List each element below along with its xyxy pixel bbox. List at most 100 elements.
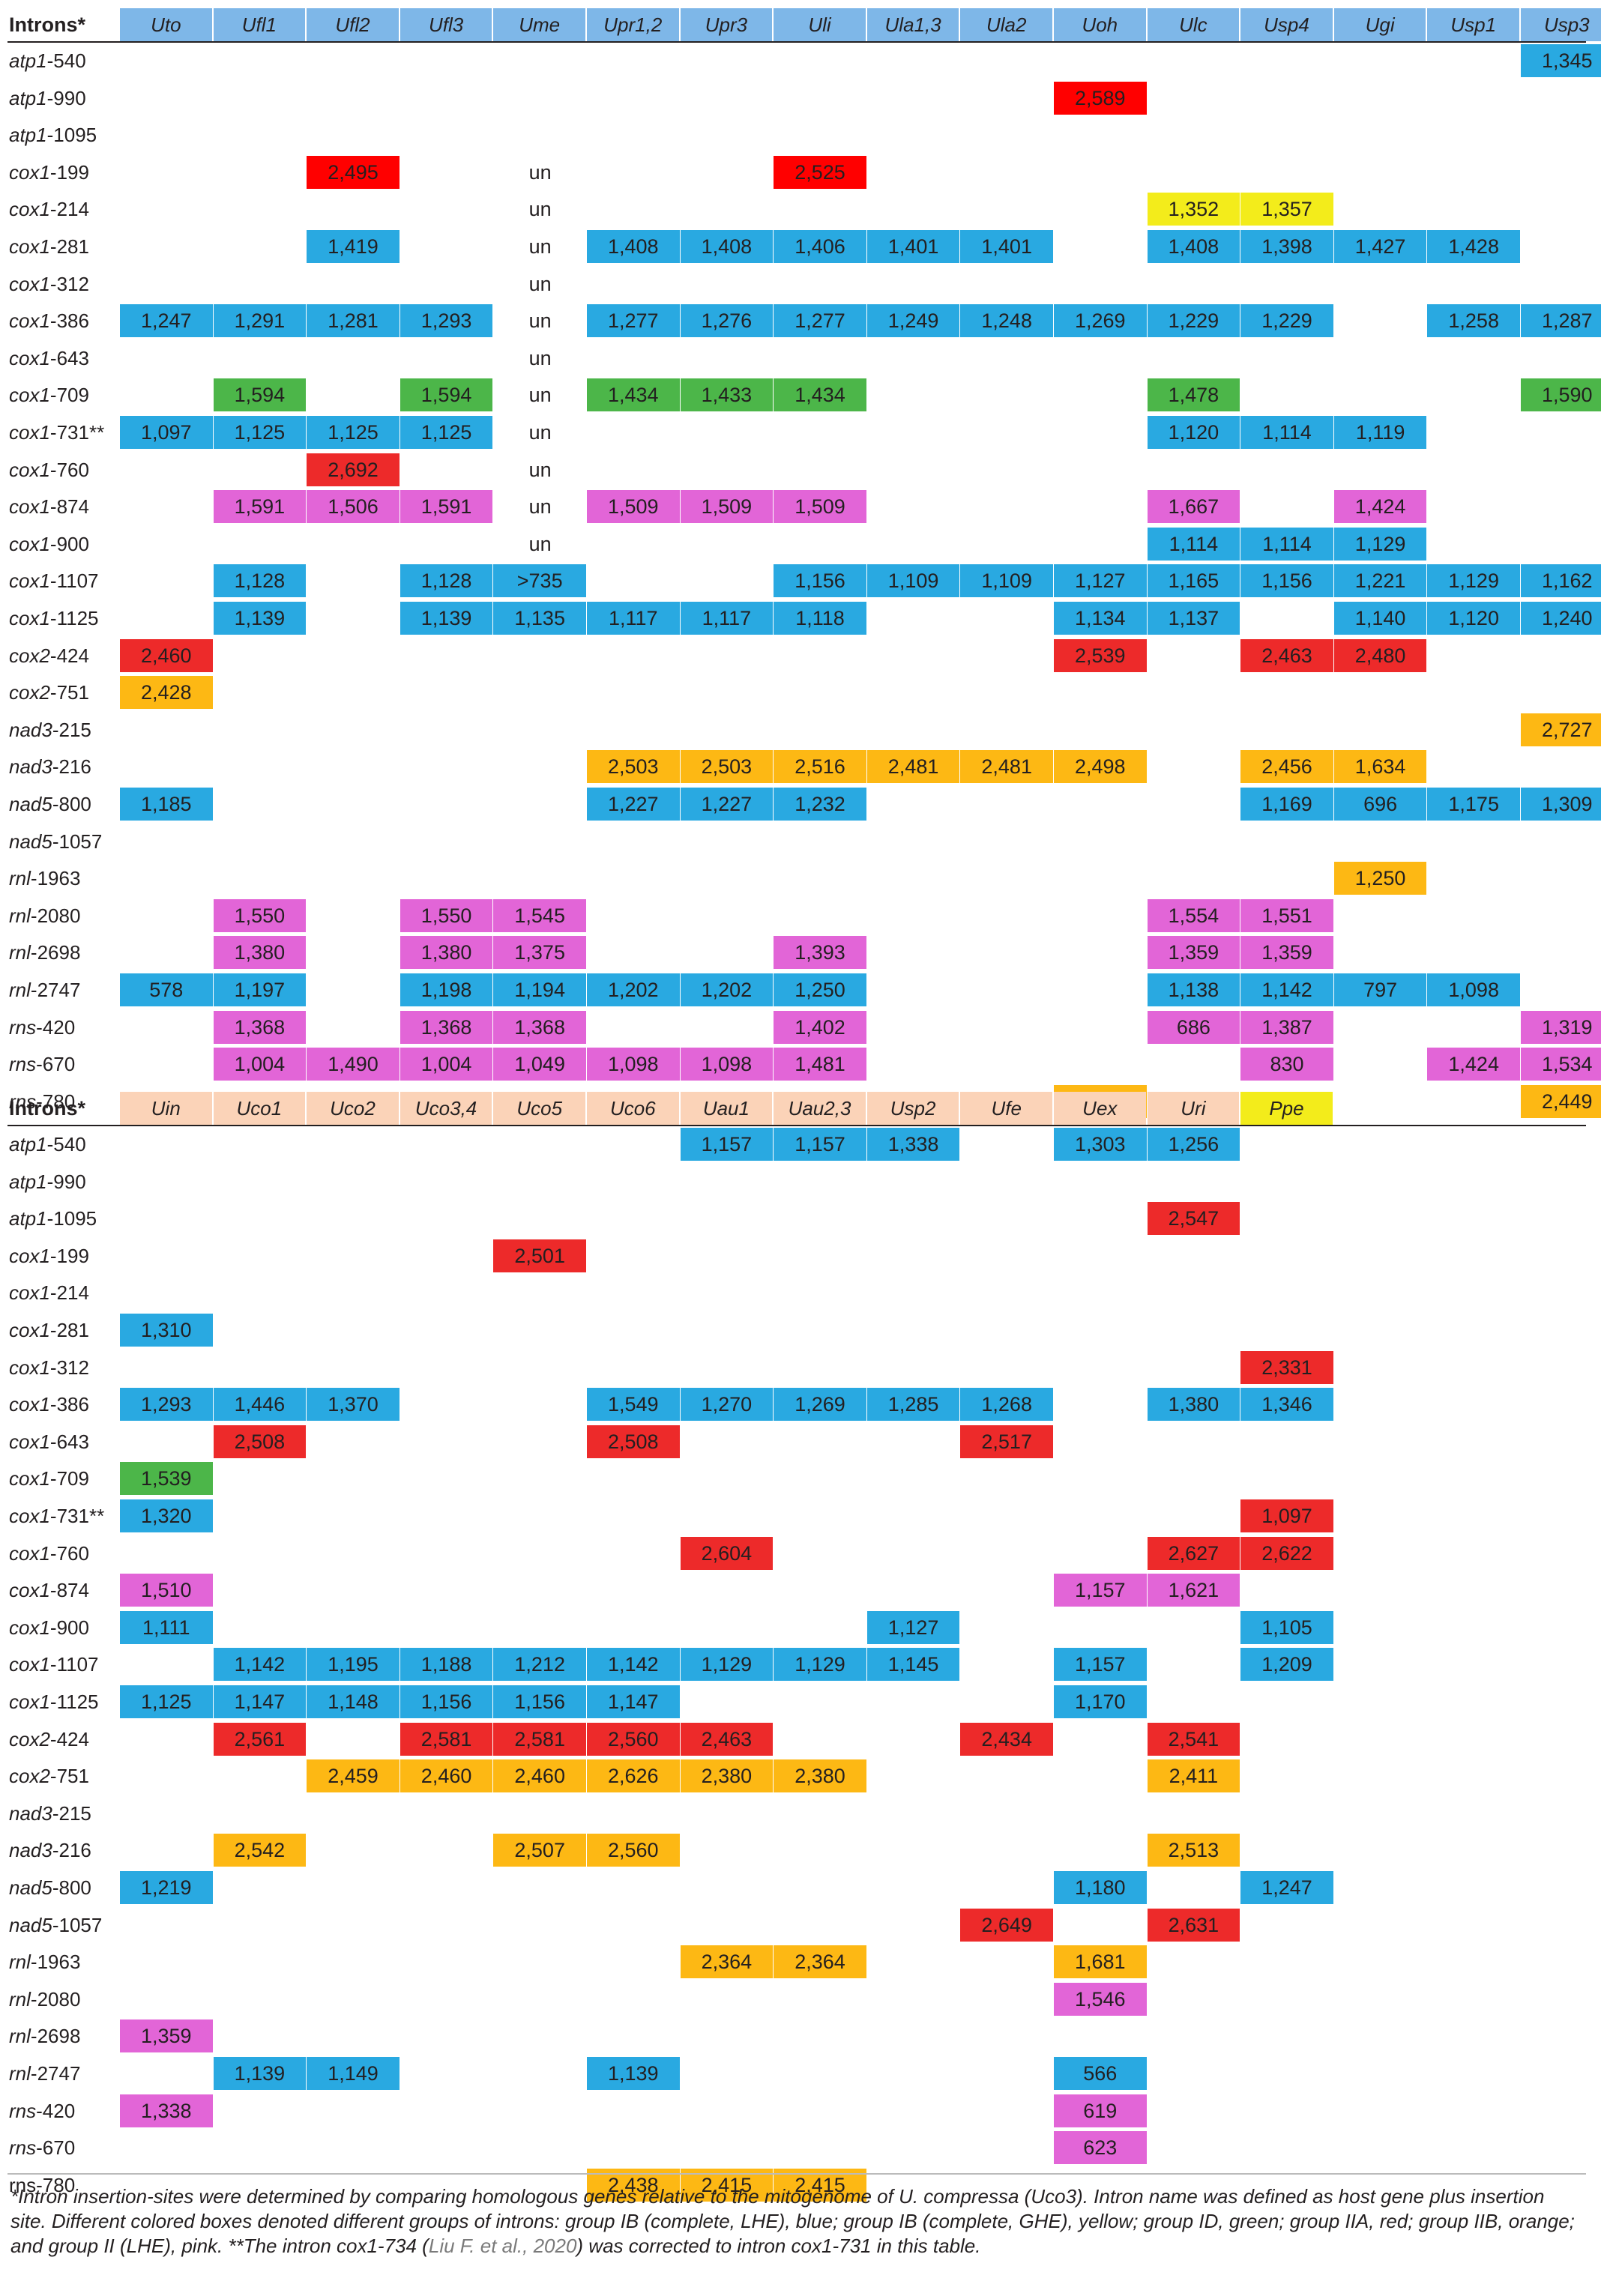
- insertion-site: -2698: [30, 2025, 81, 2048]
- table-row: atp1-1095: [7, 117, 1586, 153]
- intron-length-cell: 1,433: [680, 378, 774, 412]
- intron-name: cox1-874: [9, 1572, 89, 1608]
- table-row: nad3-216 2,503 2,503 2,516 2,481 2,481 2,498 2,…: [7, 749, 1586, 785]
- intron-length-cell: 1,338: [866, 1128, 960, 1161]
- table-header: Introns* Uto Ufl1 Ufl2 Ufl3 Ume Upr1,2 Upr3 Uli U…: [7, 8, 1601, 41]
- insertion-site: -199: [49, 160, 89, 184]
- intron-length-cell: 1,156: [774, 564, 866, 598]
- intron-name: cox1-1125: [9, 600, 99, 636]
- table-row: nad5-800 1,185 1,227 1,227 1,232 1,169 696 1,17…: [7, 786, 1601, 822]
- insertion-site: -780: [36, 1090, 76, 1113]
- intron-name: nad5-1057: [9, 824, 102, 860]
- intron-length-cell: 1,250: [774, 973, 866, 1006]
- host-gene: cox1: [9, 1653, 50, 1676]
- host-gene: atp1: [9, 1133, 47, 1155]
- table-row: atp1-990 2,589: [7, 80, 1586, 116]
- intron-length-cell: 1,268: [960, 1388, 1053, 1422]
- table-end-rule: [7, 2173, 1586, 2175]
- intron-length-cell: 696: [1333, 788, 1427, 821]
- intron-length-cell: un: [528, 272, 552, 295]
- insertion-site: -2080: [30, 904, 81, 927]
- intron-length-cell: 1,125: [213, 416, 307, 449]
- intron-length-cell: 1,427: [1333, 230, 1427, 263]
- intron-length-cell: 1,285: [866, 1388, 960, 1422]
- intron-length-cell: 2,589: [1054, 81, 1147, 115]
- intron-name: cox1-214: [9, 1275, 89, 1311]
- insertion-site: -731**: [49, 421, 105, 444]
- table-row: cox1-312 un: [7, 266, 1586, 302]
- intron-length-cell: 1,157: [1054, 1574, 1147, 1607]
- table-row: cox1-709 1,594 1,594 un 1,434 1,433 1,434 1,478…: [7, 377, 1601, 413]
- host-gene: nad5: [9, 1913, 52, 1936]
- intron-length-cell: 1,380: [213, 936, 307, 970]
- intron-length-cell: 2,364: [680, 1945, 774, 1979]
- intron-length-cell: 1,156: [400, 1685, 493, 1718]
- host-gene: cox1: [9, 235, 50, 258]
- column-header-uin: Uin: [120, 1092, 212, 1125]
- intron-length-cell: >735: [493, 564, 586, 598]
- intron-length-cell: 2,547: [1147, 1202, 1240, 1236]
- intron-length-cell: 1,398: [1240, 230, 1333, 263]
- intron-length-cell: 623: [1054, 2131, 1147, 2165]
- table-row: cox1-1107 1,128 1,128 >735 1,156 1,109 1,109 1,…: [7, 563, 1601, 599]
- intron-length-cell: 2,498: [1054, 750, 1147, 784]
- intron-name: cox1-312: [9, 1350, 89, 1386]
- intron-length-cell: 1,175: [1427, 788, 1520, 821]
- insertion-site: -670: [36, 2136, 76, 2160]
- table-row: cox1-760 2,604 2,627 2,622: [7, 1535, 1586, 1571]
- column-header-ufl2: Ufl2: [307, 8, 399, 41]
- intron-length-cell: 2,541: [1147, 1722, 1240, 1756]
- table-row: nad3-216 2,542 2,507 2,560 2,513: [7, 1832, 1586, 1868]
- intron-length-cell: 830: [1240, 1048, 1333, 1081]
- insertion-site: -1963: [30, 867, 81, 890]
- host-gene: atp1: [9, 1207, 47, 1230]
- intron-length-cell: 1,109: [960, 564, 1053, 598]
- column-header-uco2: Uco2: [307, 1092, 399, 1125]
- table-row: cox1-199 2,501: [7, 1238, 1586, 1274]
- intron-length-cell: un: [528, 458, 552, 481]
- column-header-upr1-2: Upr1,2: [587, 8, 679, 41]
- intron-length-cell: 2,692: [307, 453, 400, 486]
- footnote-citation-link[interactable]: Liu F. et al., 2020: [428, 2235, 577, 2257]
- table-row: cox1-386 1,247 1,291 1,281 1,293 un 1,277 1,276…: [7, 303, 1601, 339]
- intron-name: cox1-900: [9, 526, 89, 562]
- intron-length-cell: 1,269: [1054, 304, 1147, 338]
- host-gene: cox2: [9, 1727, 50, 1750]
- intron-length-cell: 1,119: [1333, 416, 1427, 449]
- intron-name: atp1-540: [9, 43, 86, 79]
- intron-length-cell: 1,545: [493, 898, 586, 932]
- column-header-uco1: Uco1: [213, 1092, 306, 1125]
- intron-length-cell: 2,364: [774, 1945, 866, 1979]
- table-row: rns-420 1,368 1,368 1,368 1,402 686 1,387 1,319: [7, 1009, 1601, 1045]
- intron-length-cell: 1,408: [1147, 230, 1240, 263]
- intron-length-cell: 2,508: [587, 1425, 680, 1458]
- table-footnote: *Intron insertion-sites were determined …: [10, 2184, 1585, 2259]
- table-row: rnl-1963 1,250: [7, 860, 1586, 896]
- intron-name: rnl-2747: [9, 972, 80, 1008]
- intron-length-cell: 1,227: [587, 788, 680, 821]
- intron-length-cell: 1,185: [120, 788, 213, 821]
- host-gene: atp1: [9, 124, 47, 147]
- intron-length-cell: 1,128: [213, 564, 307, 598]
- column-header-ufe: Ufe: [960, 1092, 1052, 1125]
- intron-length-cell: 1,098: [587, 1048, 680, 1081]
- intron-length-cell: 1,097: [1240, 1499, 1333, 1532]
- intron-name: nad5-800: [9, 786, 91, 822]
- insertion-site: -780: [36, 2173, 76, 2196]
- table-row: cox1-731** 1,320 1,097: [7, 1498, 1586, 1534]
- table-row: atp1-990: [7, 1164, 1586, 1200]
- intron-length-cell: 1,320: [120, 1499, 213, 1532]
- intron-length-cell: 1,550: [400, 898, 493, 932]
- intron-length-cell: 1,198: [400, 973, 493, 1006]
- intron-name: rns-780: [9, 2167, 75, 2203]
- insertion-site: -751: [49, 681, 89, 704]
- intron-length-cell: 1,345: [1521, 44, 1601, 77]
- intron-name: nad5-800: [9, 1870, 91, 1906]
- intron-length-cell: 1,156: [1240, 564, 1333, 598]
- intron-length-cell: 1,162: [1521, 564, 1601, 598]
- intron-name: cox1-709: [9, 377, 89, 413]
- intron-length-cell: 1,148: [307, 1685, 400, 1718]
- intron-name: cox1-312: [9, 266, 89, 302]
- intron-length-cell: 1,170: [1054, 1685, 1147, 1718]
